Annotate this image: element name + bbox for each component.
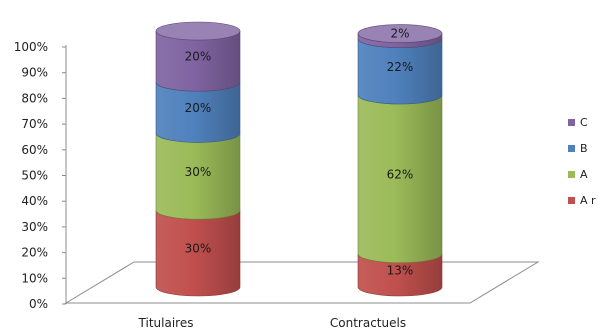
data-label: 13% [387, 263, 414, 277]
bar-titulaires: 30% 30% 20% 20% [155, 21, 241, 297]
y-tick-label: 90% [21, 66, 48, 80]
data-label: 62% [387, 167, 414, 181]
legend-label: B [580, 142, 588, 155]
legend-swatch [568, 171, 575, 178]
data-label: 20% [185, 50, 212, 64]
bar-contractuels: 13% 62% 22% 2% [357, 24, 443, 297]
data-label: 2% [390, 27, 409, 41]
legend-swatch [568, 145, 575, 152]
legend-swatch [568, 119, 575, 126]
data-label: 30% [185, 165, 212, 179]
y-tick-label: 100% [14, 40, 48, 54]
floor-plane [64, 261, 540, 304]
legend-swatch [568, 197, 575, 204]
data-label: 20% [185, 101, 212, 115]
bar-top-cap [155, 21, 241, 41]
data-label: 30% [185, 242, 212, 256]
y-tick-label: 70% [21, 117, 48, 131]
legend-label: C [580, 116, 588, 129]
legend-label: A [580, 168, 588, 181]
bar-top-cap [357, 24, 443, 43]
x-axis-labels: Titulaires Contractuels [138, 316, 407, 330]
data-label: 22% [387, 60, 414, 74]
legend-label: A r [580, 194, 596, 207]
y-axis: 0% 10% 20% 30% 40% 50% 60% 70% 80% 90% 100% [14, 40, 67, 311]
y-tick-label: 40% [21, 194, 48, 208]
x-tick-label: Titulaires [138, 316, 194, 330]
y-tick-label: 20% [21, 246, 48, 260]
y-tick-label: 50% [21, 169, 48, 183]
y-tick-label: 30% [21, 220, 48, 234]
y-tick-label: 0% [29, 297, 48, 311]
legend: CBA A r [568, 116, 596, 207]
y-tick-label: 80% [21, 91, 48, 105]
chart-floor [64, 261, 540, 304]
bars: 30% 30% 20% 20% 13% 62% 22% 2% [155, 21, 443, 297]
y-tick-label: 10% [21, 271, 48, 285]
y-tick-label: 60% [21, 143, 48, 157]
x-tick-label: Contractuels [330, 316, 406, 330]
